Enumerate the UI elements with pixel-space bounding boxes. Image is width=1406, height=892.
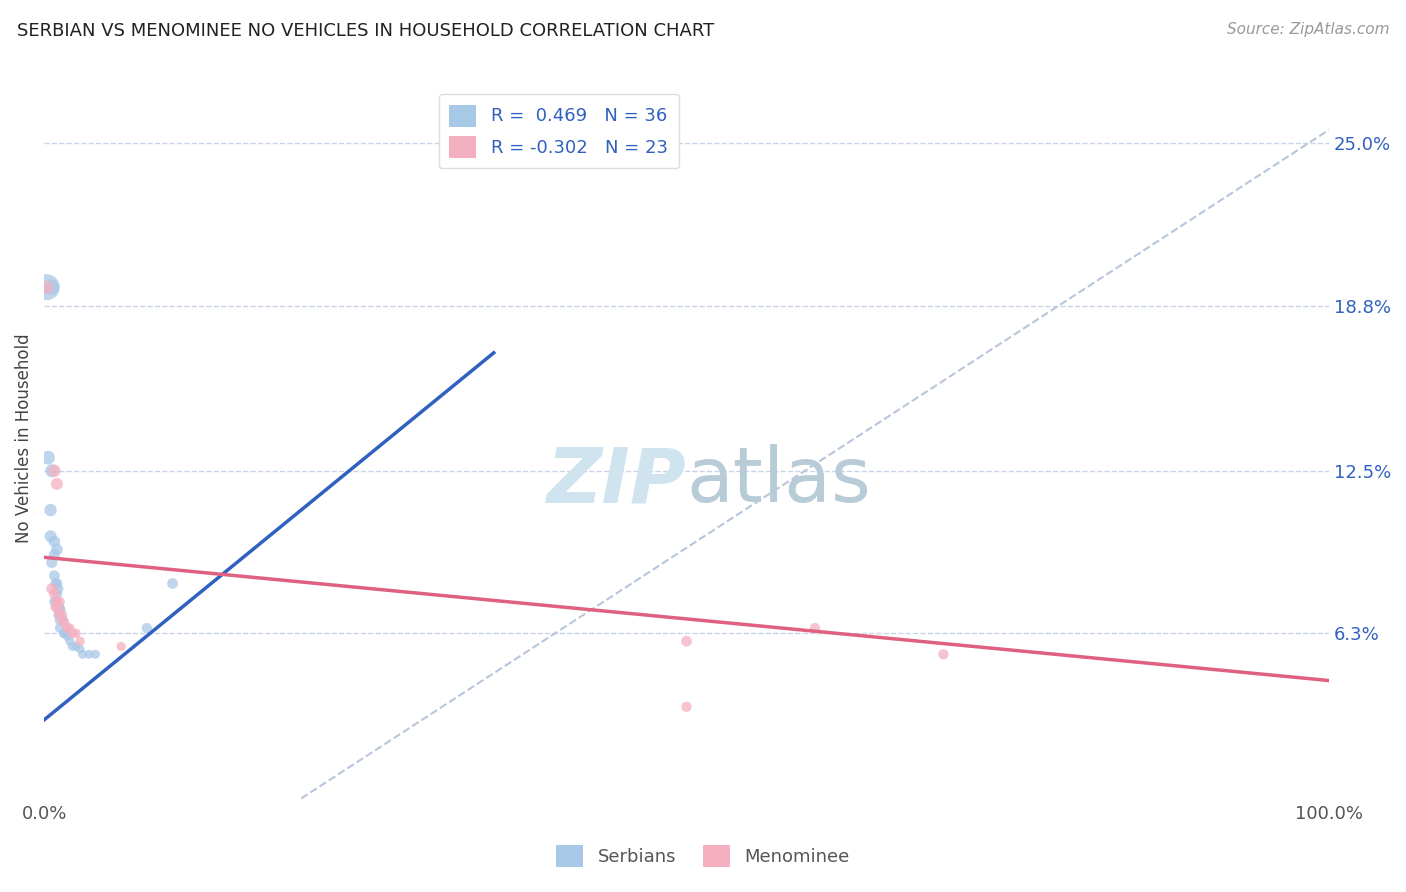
Point [37,450,59,465]
Point [45,576,67,591]
Point [48,607,70,622]
Point [51,613,73,627]
Point [41,556,63,570]
Text: Source: ZipAtlas.com: Source: ZipAtlas.com [1226,22,1389,37]
Legend: Serbians, Menominee: Serbians, Menominee [548,838,858,874]
Point [48,600,70,615]
Point [65,626,87,640]
Point [46,595,69,609]
Y-axis label: No Vehicles in Household: No Vehicles in Household [15,334,32,543]
Point [135,621,157,635]
Point [45,595,67,609]
Point [56,621,79,635]
Point [46,603,69,617]
Point [49,603,72,617]
Point [162,576,184,591]
Point [110,640,132,654]
Text: ZIP: ZIP [547,444,686,518]
Point [48,613,70,627]
Point [46,607,69,622]
Point [44,587,66,601]
Point [53,615,76,630]
Point [44,568,66,582]
Point [51,607,73,622]
Point [44,595,66,609]
Point [48,595,70,609]
Point [45,600,67,615]
Point [804,621,827,635]
Point [39,529,62,543]
Point [41,280,63,294]
Point [60,640,83,654]
Point [39,503,62,517]
Point [72,648,94,662]
Point [77,648,100,662]
Point [46,476,69,491]
Point [60,626,83,640]
Point [46,576,69,591]
Point [65,640,87,654]
Point [46,587,69,601]
Point [44,548,66,562]
Point [56,629,79,643]
Point [41,464,63,478]
Point [675,699,697,714]
Point [52,613,75,627]
Point [69,634,91,648]
Point [52,626,75,640]
Point [46,600,69,615]
Point [46,582,69,596]
Point [932,648,955,662]
Point [44,534,66,549]
Point [675,634,697,648]
Point [69,642,91,657]
Point [35,280,58,294]
Point [44,464,66,478]
Point [84,648,107,662]
Point [46,542,69,557]
Legend: R =  0.469   N = 36, R = -0.302   N = 23: R = 0.469 N = 36, R = -0.302 N = 23 [439,94,679,169]
Point [59,621,82,635]
Point [48,621,70,635]
Point [41,582,63,596]
Point [35,280,58,294]
Point [53,626,76,640]
Point [59,634,82,648]
Text: atlas: atlas [686,444,872,518]
Text: SERBIAN VS MENOMINEE NO VEHICLES IN HOUSEHOLD CORRELATION CHART: SERBIAN VS MENOMINEE NO VEHICLES IN HOUS… [17,22,714,40]
